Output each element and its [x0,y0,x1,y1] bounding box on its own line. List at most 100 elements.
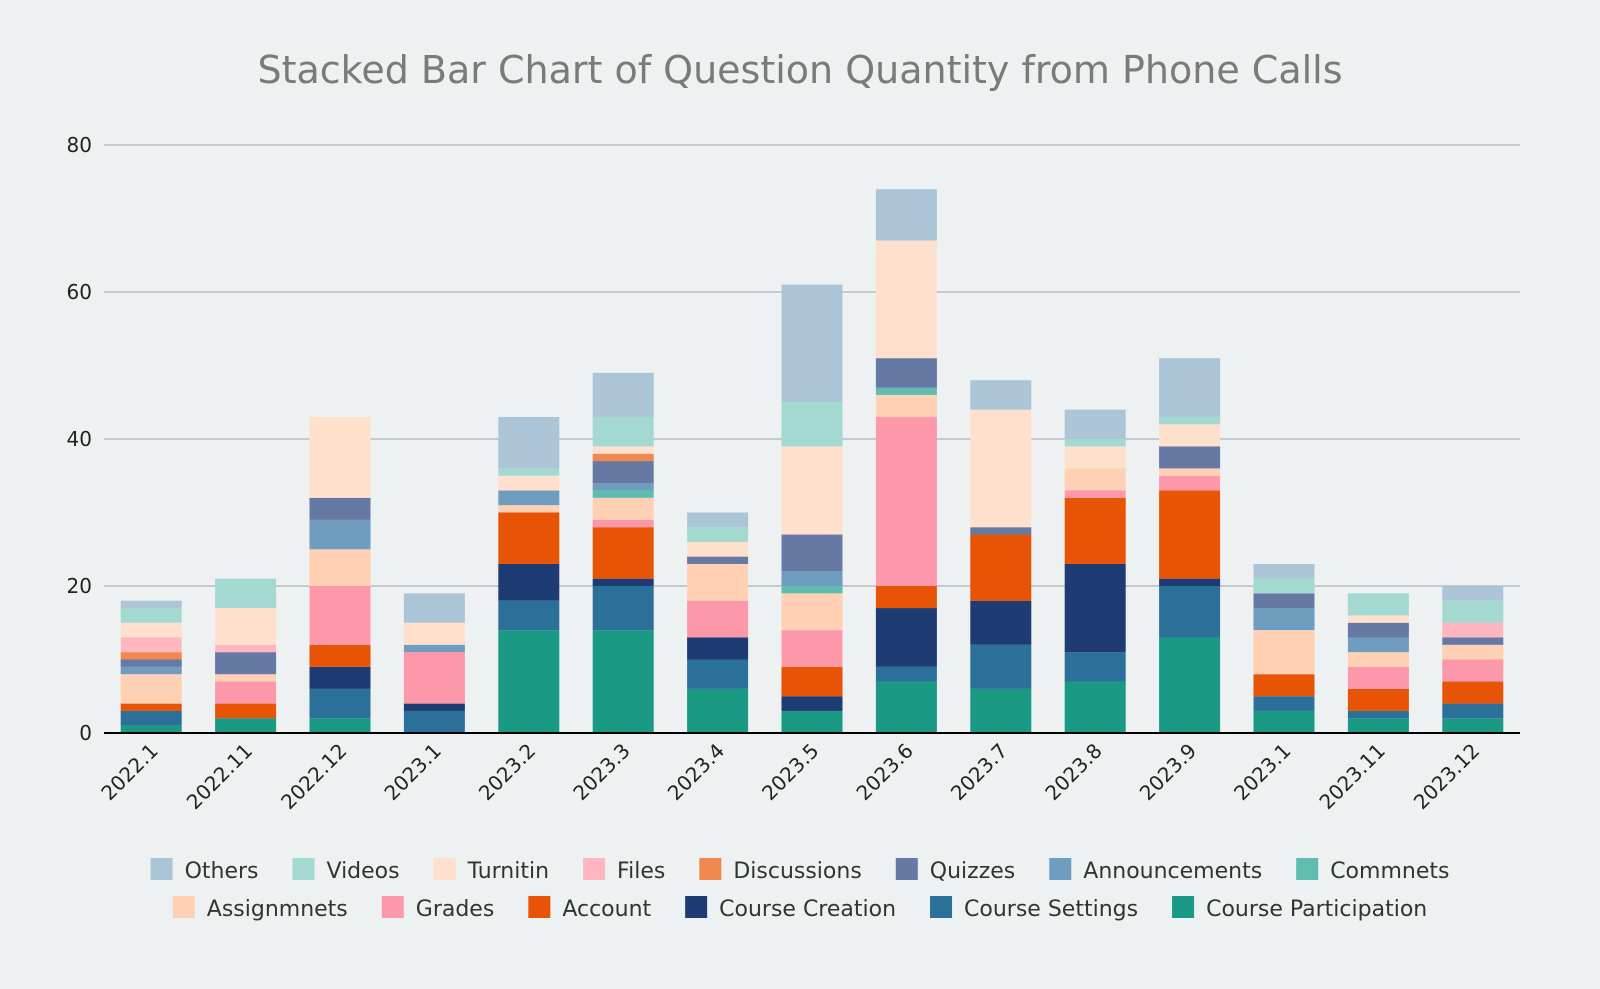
bar-segment [1159,586,1221,638]
bar-segment [498,563,560,601]
bar-segment [403,703,465,711]
bar-segment [120,666,182,675]
bar-segment [1347,593,1409,616]
legend-swatch [292,858,315,880]
legend-label: Files [617,859,665,884]
bar-segment [1159,358,1221,417]
bar-segment [875,358,937,388]
bar-segment [970,527,1032,535]
bar-segment [498,512,560,564]
bar-segment [498,475,560,491]
bar-segment [120,652,182,660]
bar-segment [403,622,465,645]
x-tick-label: 2022.12 [276,739,351,814]
bar-segment [781,571,843,586]
legend-swatch [685,896,708,918]
bar-segment [309,644,371,667]
bar-segment [1159,446,1221,469]
bar-segment [687,637,749,660]
bar-segment [875,394,937,417]
bar-segment [215,578,277,609]
bar-segment [120,725,182,733]
bar-segment [592,461,654,484]
bar-segment [687,563,749,601]
bar-segment [1159,468,1221,476]
bar-segment [120,608,182,623]
bar-segment [120,637,182,653]
x-tick-label: 2023.1 [1229,739,1295,805]
bar-segment [875,666,937,682]
legend-swatch [433,858,456,880]
bar-segment [1064,497,1126,564]
bar-segment [1442,644,1504,660]
bar-segment [781,284,843,403]
bar-segment [1253,563,1315,579]
bar-segment [498,490,560,506]
bar-segment [592,578,654,586]
bar-segment [1253,578,1315,594]
bar-segment [1064,563,1126,653]
bar-segment [1442,659,1504,682]
bar-segment [403,652,465,704]
bar-segment [781,446,843,535]
bar-segment [970,409,1032,528]
x-tick-label: 2023.9 [1135,739,1201,805]
legend-label: Course Participation [1206,897,1427,922]
bar-segment [1253,630,1315,675]
legend-swatch [150,858,173,880]
bar-segment [781,710,843,733]
bar-segment [875,608,937,667]
bar-segment [215,703,277,719]
bar-segment [1253,674,1315,697]
bar-segment [1253,710,1315,733]
bar-segment [592,527,654,579]
bar-segment [875,416,937,586]
bar-segment [1347,615,1409,623]
bar-segment [215,608,277,645]
bar-segment [1064,681,1126,733]
bar-segment [215,681,277,704]
bar-segment [875,189,937,241]
bar-segment [970,380,1032,410]
bar-segment [1159,578,1221,586]
bar-segment [215,652,277,675]
x-tick-label: 2023.3 [568,739,634,805]
bar-segment [592,630,654,733]
bar-segment [120,600,182,609]
bar-segment [215,674,277,682]
bar-segment [687,688,749,733]
bar-segment [309,416,371,498]
x-tick-label: 2023.6 [851,739,917,805]
legend-label: Account [562,897,651,922]
legend-swatch [172,896,195,918]
legend-swatch [1049,858,1072,880]
bar-segment [687,600,749,638]
bar-segment [309,718,371,733]
bar-segment [403,593,465,623]
bar-segment [875,586,937,609]
legend-label: Commnets [1330,859,1449,884]
legend-swatch [583,858,606,880]
bar-segment [1347,622,1409,638]
bar-segment [970,534,1032,601]
bar-segment [781,593,843,631]
bar-segment [1253,696,1315,711]
x-tick-label: 2022.1 [96,739,162,805]
y-tick-label: 60 [67,280,92,304]
bar-segment [1442,681,1504,704]
bar-segment [1064,490,1126,498]
bar-segment [687,541,749,557]
bar-segment [403,644,465,653]
x-tick-label: 2023.12 [1409,739,1484,814]
legend-label: Grades [416,897,495,922]
bar-segment [120,674,182,704]
legend-swatch [1296,858,1319,880]
bar-segment [970,644,1032,689]
bar-segment [1347,710,1409,719]
bar-segment [1442,703,1504,719]
bar-segment [781,666,843,697]
x-tick-label: 2023.1 [379,739,445,805]
bar-segment [592,519,654,528]
bar-segment [592,483,654,491]
